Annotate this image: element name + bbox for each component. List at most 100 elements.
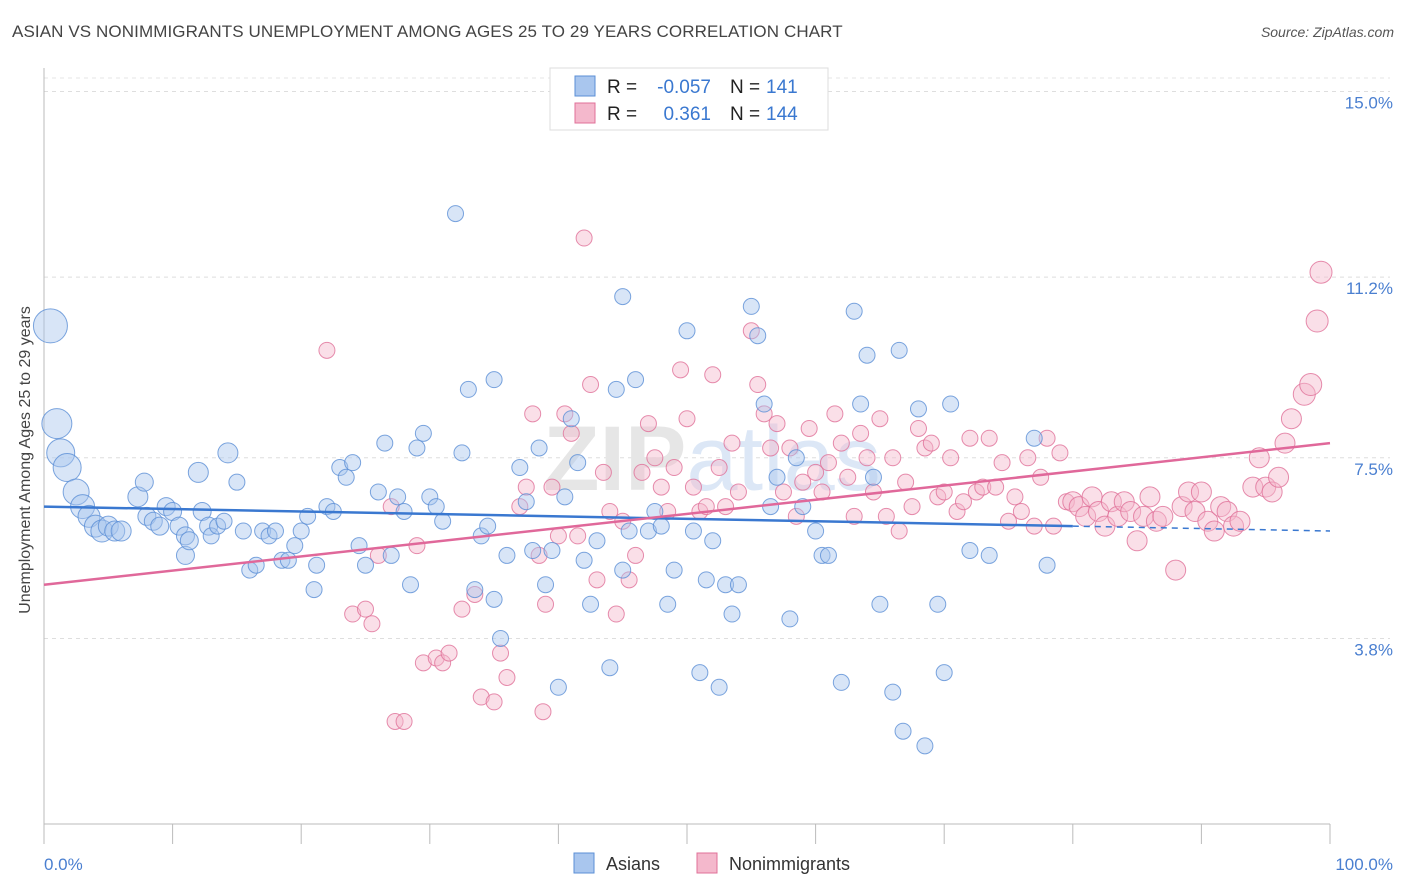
legend-r-value-asians: -0.057 [657, 77, 711, 98]
scatter-point [691, 664, 709, 682]
scatter-point [1120, 500, 1142, 522]
scatter-point [768, 415, 786, 433]
scatter-point [678, 410, 696, 428]
scatter-point [369, 483, 387, 501]
scatter-point [485, 590, 503, 608]
scatter-point [723, 434, 741, 452]
scatter-point [678, 322, 696, 340]
scatter-point [143, 511, 163, 531]
x-tick-label: 0.0% [44, 855, 83, 874]
scatter-point [308, 556, 326, 574]
scatter-point [466, 585, 484, 603]
scatter-point [845, 507, 863, 525]
scatter-point [704, 532, 722, 550]
x-tick-label: 100.0% [1335, 855, 1393, 874]
scatter-point [909, 400, 927, 418]
scatter-point [569, 454, 587, 472]
scatter-point [588, 532, 606, 550]
trend-line-asians-extrapolated [1072, 525, 1331, 532]
scatter-point [890, 522, 908, 540]
scatter-point [543, 478, 561, 496]
scatter-point [1229, 510, 1251, 532]
scatter-point [582, 595, 600, 613]
scatter-point [357, 556, 374, 574]
scatter-point [156, 497, 176, 517]
scatter-point [684, 522, 702, 540]
scatter-point [768, 468, 786, 486]
legend-n-label-nonimmigrants: N = [730, 104, 760, 125]
scatter-point [582, 376, 600, 394]
scatter-point [665, 561, 683, 579]
scatter-point [1012, 502, 1030, 520]
scatter-point [386, 712, 404, 730]
scatter-point [549, 527, 567, 545]
scatter-point [980, 546, 998, 564]
scatter-point [594, 463, 612, 481]
scatter-point [363, 615, 381, 633]
scatter-point [344, 454, 362, 472]
scatter-point [858, 449, 876, 467]
scatter-point [286, 537, 304, 555]
scatter-point [376, 434, 394, 452]
scatter-point [607, 605, 625, 623]
scatter-point [498, 669, 516, 687]
scatter-point [1019, 449, 1037, 467]
scatter-point [614, 561, 632, 579]
legend-swatch-nonimmigrants [574, 102, 596, 124]
scatter-point [755, 405, 773, 423]
scatter-point [414, 654, 432, 672]
scatter-point [543, 542, 561, 560]
scatter-point [453, 600, 471, 618]
scatter-point [537, 595, 555, 613]
scatter-point [601, 502, 619, 520]
grid-lines [44, 77, 1390, 639]
scatter-point [511, 459, 529, 477]
scatter-point [215, 512, 233, 530]
scatter-point [485, 693, 503, 711]
scatter-point [903, 498, 921, 516]
scatter-point [929, 595, 947, 613]
scatter-point [1165, 559, 1187, 581]
scatter-point [942, 449, 960, 467]
axes: 3.8% 7.5% 11.2% 15.0% 0.0% 100.0% [43, 68, 1393, 874]
scatter-point [517, 478, 535, 496]
scatter-point [453, 444, 471, 462]
scatter-point [150, 516, 170, 536]
legend-n-value-nonimmigrants: 144 [766, 104, 798, 125]
scatter-point [922, 434, 940, 452]
scatter-point [665, 459, 683, 477]
scatter-point [305, 581, 323, 599]
y-tick-label: 11.2% [1346, 279, 1393, 298]
scatter-point [447, 205, 465, 223]
scatter-point [614, 288, 632, 306]
scatter-point [414, 424, 432, 442]
scatter-point [807, 463, 825, 481]
scatter-point [534, 703, 552, 721]
scatter-point [894, 722, 912, 740]
scatter-point [852, 424, 870, 442]
scatter-point [1274, 432, 1296, 454]
scatter-point [961, 429, 979, 447]
scatter-point [819, 454, 837, 472]
scatter-point [357, 600, 374, 618]
scatter-point [498, 546, 516, 564]
scatter-point [202, 527, 220, 545]
scatter-point [472, 688, 490, 706]
scatter-point [826, 405, 844, 423]
bottom-legend-swatch-asians [573, 852, 595, 874]
scatter-point [52, 453, 82, 483]
scatter-point [575, 229, 593, 247]
scatter-point [382, 498, 400, 516]
scatter-point [382, 546, 400, 564]
y-axis-label: Unemployment Among Ages 25 to 29 years [17, 306, 34, 614]
scatter-point [1152, 505, 1174, 527]
scatter-point [110, 520, 132, 542]
scatter-point [884, 683, 902, 701]
scatter-point [684, 478, 702, 496]
scatter-point [169, 516, 189, 536]
bottom-legend: Asians Nonimmigrants [573, 852, 850, 874]
chart-title: ASIAN VS NONIMMIGRANTS UNEMPLOYMENT AMON… [12, 22, 843, 41]
scatter-point [331, 459, 349, 477]
scatter-point [652, 478, 670, 496]
scatter-point [1025, 429, 1043, 447]
